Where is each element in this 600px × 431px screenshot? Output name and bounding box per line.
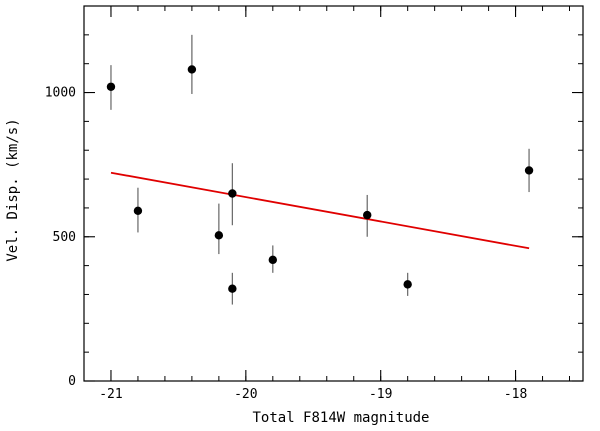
y-tick-label: 0 xyxy=(68,374,76,389)
data-point xyxy=(363,210,372,220)
data-point xyxy=(106,82,116,91)
axes: -21 -20 -19 -18 0 500 1000 xyxy=(45,5,584,402)
data-point xyxy=(524,166,534,175)
data-point xyxy=(187,65,197,74)
x-tick-label: -20 xyxy=(234,387,257,402)
plot-frame xyxy=(83,5,584,382)
trend-line-layer xyxy=(110,171,530,250)
data-points xyxy=(106,65,534,293)
y-tick-label: 500 xyxy=(53,230,76,245)
x-tick-label: -19 xyxy=(369,387,392,402)
x-axis-label: Total F814W magnitude xyxy=(252,410,429,426)
error-bars xyxy=(110,34,530,305)
y-tick-label: 1000 xyxy=(45,86,76,101)
x-tick-label: -21 xyxy=(99,387,122,402)
data-point xyxy=(214,231,224,240)
data-point xyxy=(268,255,278,265)
axis-labels: Total F814W magnitude Vel. Disp. (km/s) xyxy=(5,118,430,426)
y-axis-label: Vel. Disp. (km/s) xyxy=(5,118,21,261)
x-tick-label: -18 xyxy=(504,387,527,402)
trend-line xyxy=(110,171,530,250)
data-point xyxy=(228,284,237,293)
data-point xyxy=(133,206,143,216)
data-point xyxy=(403,280,412,289)
data-point xyxy=(228,189,237,198)
